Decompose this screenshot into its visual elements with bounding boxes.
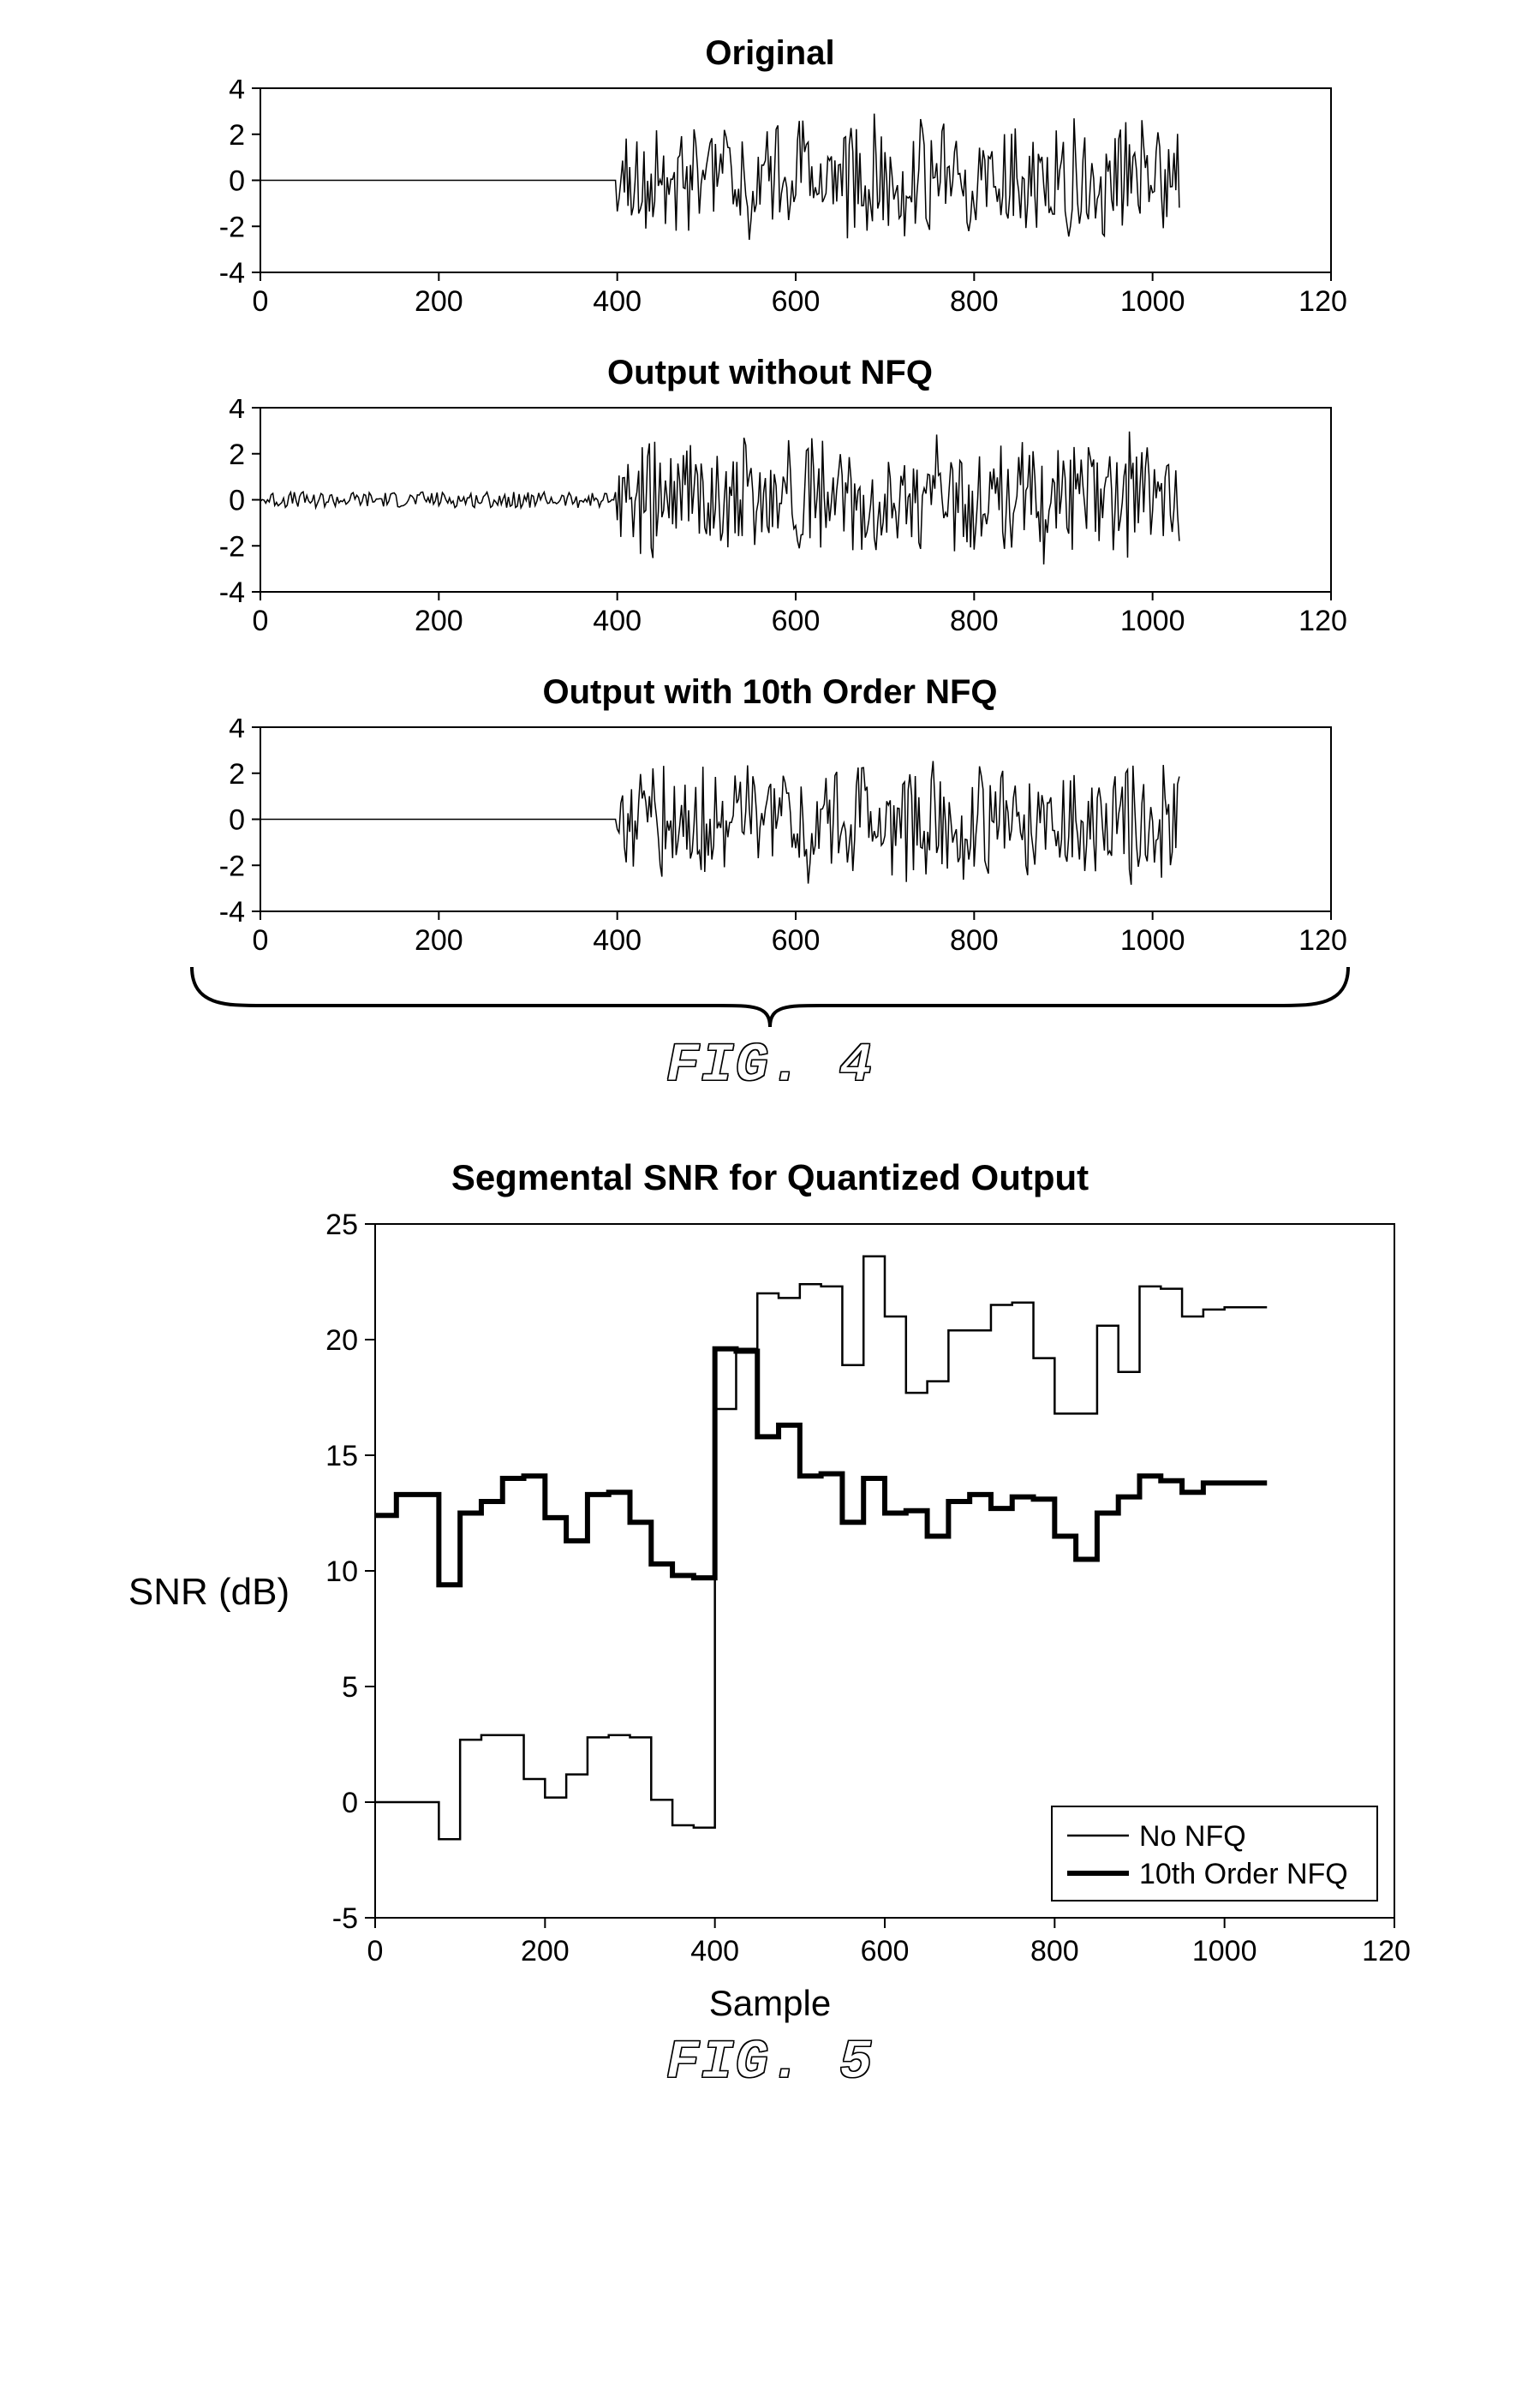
fig5-xlabel: Sample [709, 1983, 831, 2024]
svg-text:0: 0 [253, 924, 269, 957]
svg-text:800: 800 [950, 285, 999, 318]
svg-text:20: 20 [325, 1324, 358, 1357]
legend-item-label: 10th Order NFQ [1139, 1858, 1348, 1890]
svg-text:1200: 1200 [1298, 605, 1348, 637]
fig4-panel-0: Original -4 -2 0 2 4 0 200 400 600 800 1000 1200 [192, 34, 1348, 319]
page: Original-4-2024020040060080010001200Outp… [0, 0, 1540, 2146]
fig4-panels: Original-4-2024020040060080010001200Outp… [128, 34, 1412, 958]
svg-text:-4: -4 [219, 896, 245, 928]
fig5-chart: -5 0 5 10 15 20 25 0 200 400 600 800 1000 1200 No NFQ 1… [298, 1207, 1412, 1978]
svg-text:1000: 1000 [1192, 1935, 1257, 1967]
svg-text:2: 2 [229, 119, 245, 152]
svg-text:0: 0 [229, 165, 245, 198]
svg-text:-5: -5 [332, 1902, 358, 1935]
fig5-ylabel: SNR (dB) [128, 1571, 289, 1614]
svg-text:2: 2 [229, 758, 245, 791]
fig5-label: FIG. 5 [666, 2033, 874, 2094]
svg-text:2: 2 [229, 439, 245, 471]
fig4-panel-title: Output without NFQ [607, 354, 933, 392]
fig5: Segmental SNR for Quantized Output SNR (… [128, 1157, 1412, 2094]
svg-text:200: 200 [415, 605, 463, 637]
svg-text:-2: -2 [219, 211, 245, 243]
svg-text:400: 400 [690, 1935, 739, 1967]
fig5-title: Segmental SNR for Quantized Output [451, 1157, 1089, 1198]
svg-text:1000: 1000 [1120, 285, 1185, 318]
fig4-panel-title: Original [705, 34, 834, 73]
svg-text:400: 400 [593, 285, 642, 318]
svg-text:400: 400 [593, 924, 642, 957]
fig4-label: FIG. 4 [666, 1036, 874, 1097]
svg-text:1000: 1000 [1120, 605, 1185, 637]
legend-item-label: No NFQ [1139, 1820, 1246, 1853]
fig4-panel-1: Output without NFQ -4 -2 0 2 4 0 200 400 600 800 10… [192, 354, 1348, 639]
series-no-nfq [375, 1257, 1267, 1839]
fig4-brace [128, 958, 1412, 1036]
svg-text:0: 0 [253, 605, 269, 637]
svg-text:15: 15 [325, 1440, 358, 1472]
svg-text:800: 800 [1030, 1935, 1079, 1967]
svg-text:800: 800 [950, 924, 999, 957]
svg-text:0: 0 [342, 1787, 358, 1819]
svg-text:0: 0 [229, 804, 245, 837]
svg-text:1200: 1200 [1298, 285, 1348, 318]
series-10th-order-nfq [375, 1349, 1267, 1585]
fig4-panel-chart: -4 -2 0 2 4 0 200 400 600 800 1000 1200 [192, 719, 1348, 958]
svg-text:-4: -4 [219, 576, 245, 609]
svg-text:800: 800 [950, 605, 999, 637]
svg-text:10: 10 [325, 1555, 358, 1588]
svg-text:1200: 1200 [1298, 924, 1348, 957]
svg-text:4: 4 [229, 719, 245, 744]
svg-text:0: 0 [229, 485, 245, 517]
svg-text:-2: -2 [219, 530, 245, 563]
svg-text:4: 4 [229, 399, 245, 425]
fig4-panel-2: Output with 10th Order NFQ -4 -2 0 2 4 0 200 400… [192, 673, 1348, 958]
svg-text:5: 5 [342, 1671, 358, 1704]
fig4-panel-chart: -4 -2 0 2 4 0 200 400 600 800 1000 1200 [192, 80, 1348, 319]
svg-text:600: 600 [772, 924, 821, 957]
svg-text:200: 200 [415, 285, 463, 318]
svg-text:600: 600 [861, 1935, 910, 1967]
svg-text:1200: 1200 [1362, 1935, 1412, 1967]
svg-text:0: 0 [253, 285, 269, 318]
svg-text:0: 0 [367, 1935, 384, 1967]
svg-text:200: 200 [521, 1935, 570, 1967]
svg-text:25: 25 [325, 1209, 358, 1241]
fig4-panel-chart: -4 -2 0 2 4 0 200 400 600 800 1000 1200 [192, 399, 1348, 639]
svg-text:600: 600 [772, 285, 821, 318]
svg-text:400: 400 [593, 605, 642, 637]
fig4-panel-title: Output with 10th Order NFQ [542, 673, 997, 712]
svg-text:600: 600 [772, 605, 821, 637]
svg-text:-2: -2 [219, 850, 245, 882]
svg-text:-4: -4 [219, 257, 245, 290]
svg-text:1000: 1000 [1120, 924, 1185, 957]
legend: No NFQ 10th Order NFQ [1052, 1806, 1377, 1901]
svg-text:200: 200 [415, 924, 463, 957]
svg-text:4: 4 [229, 80, 245, 105]
